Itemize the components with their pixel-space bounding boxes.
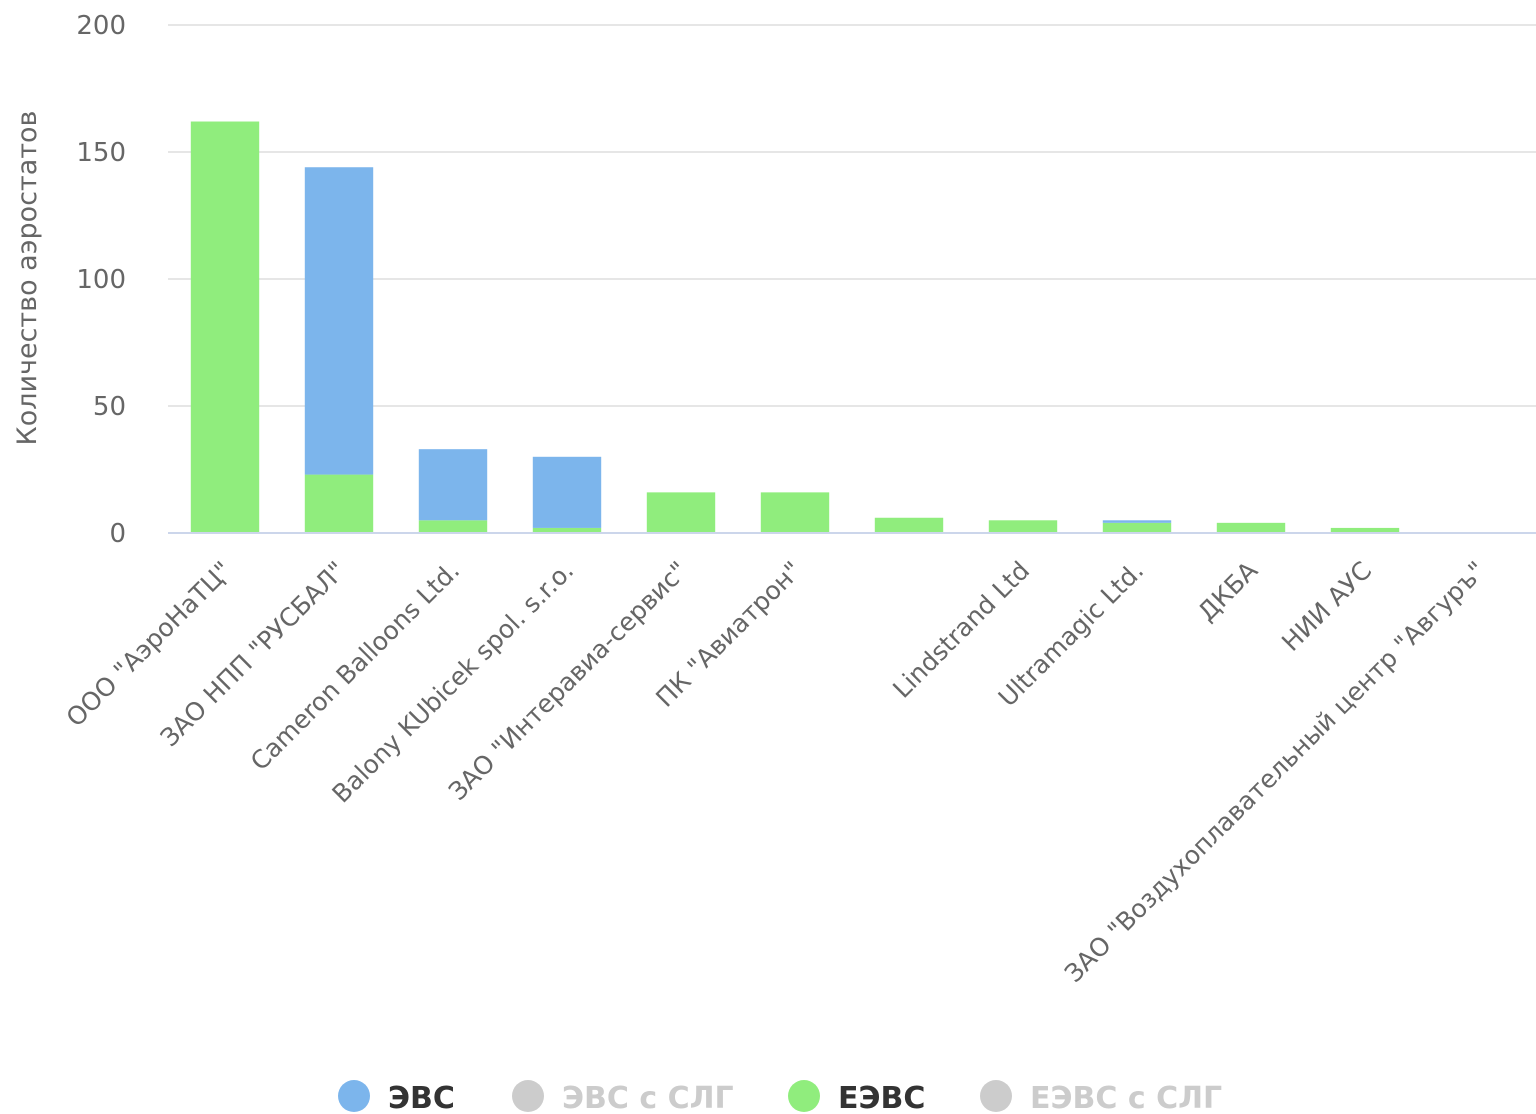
legend-marker [512,1080,544,1112]
bar-segment[interactable] [190,121,260,534]
x-category-label: ЗАО "Воздухоплавательный центр "Авгуръ" [1059,556,1491,988]
bar-segment[interactable] [304,474,374,533]
bar-segment[interactable] [1330,527,1400,533]
y-tick-label: 200 [76,11,126,41]
y-tick-label: 50 [93,392,126,422]
legend-marker [338,1080,370,1112]
bar-segment[interactable] [1102,520,1172,523]
bar-segment[interactable] [1216,522,1286,533]
y-tick-label: 150 [76,138,126,168]
legend-item[interactable]: ЭВС [338,1080,455,1114]
x-category-label: ЗАО НПП "РУСБАЛ" [155,556,352,753]
bar-segment[interactable] [874,517,944,533]
legend-label: ЭВС [388,1081,455,1114]
bar-segment[interactable] [532,527,602,533]
y-axis-ticks: 0 50 100 150 200 [76,11,126,549]
legend-label: ЕЭВС [838,1081,925,1114]
legend-label: ЕЭВС с СЛГ [1030,1081,1222,1114]
bars [190,121,1400,534]
grid-lines [168,24,1536,407]
bar-segment[interactable] [532,456,602,528]
x-category-label: ЗАО "Интеравиа-сервис" [443,556,693,806]
x-axis-categories: ООО "АэроНаТЦ"ЗАО НПП "РУСБАЛ"Cameron Ba… [61,556,1492,988]
x-category-label: Cameron Balloons Ltd. [245,556,465,776]
bar-segment[interactable] [646,492,716,533]
x-category-label: ДКБА [1192,556,1263,627]
legend-item[interactable]: ЕЭВС [788,1080,925,1114]
y-tick-label: 0 [109,519,126,549]
legend-item[interactable]: ЭВС с СЛГ [512,1080,734,1114]
bar-segment[interactable] [1102,522,1172,533]
bar-segment[interactable] [760,492,830,533]
legend-marker [980,1080,1012,1112]
bar-segment[interactable] [304,167,374,475]
legend-label: ЭВС с СЛГ [562,1081,734,1114]
legend-marker [788,1080,820,1112]
legend-item[interactable]: ЕЭВС с СЛГ [980,1080,1222,1114]
x-category-label: Balony KUbicek spol. s.r.o. [327,556,580,809]
bar-segment[interactable] [988,520,1058,533]
x-category-label: НИИ АУС [1276,556,1377,657]
legend: ЭВС ЭВС с СЛГ ЕЭВС ЕЭВС с СЛГ [338,1080,1222,1114]
y-tick-label: 100 [76,265,126,295]
bar-segment[interactable] [418,520,488,533]
y-axis-title: Количество аэростатов [12,111,43,446]
bar-segment[interactable] [418,449,488,521]
